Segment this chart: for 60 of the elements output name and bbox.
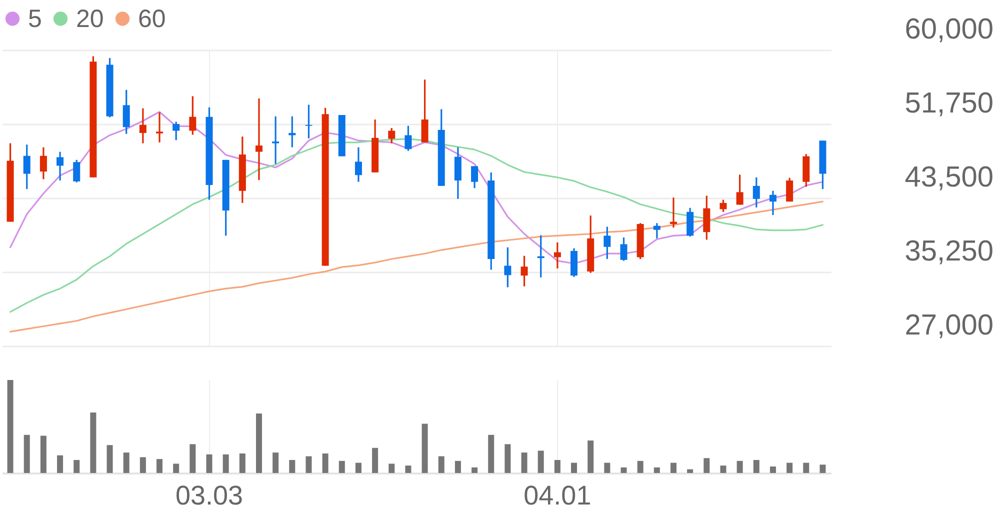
bar	[604, 462, 610, 473]
bar	[338, 460, 345, 473]
bar	[173, 464, 180, 473]
bar	[454, 460, 461, 473]
bar	[355, 462, 362, 473]
bar	[670, 462, 676, 473]
y-tick-label: 43,500	[904, 162, 994, 194]
bar	[753, 460, 760, 473]
bar	[222, 454, 229, 473]
bar	[803, 462, 810, 473]
bar	[289, 460, 296, 473]
bar	[388, 464, 395, 473]
bar	[24, 434, 30, 473]
bar	[687, 469, 694, 473]
bar	[588, 440, 594, 473]
bar	[123, 452, 130, 473]
bar	[239, 453, 246, 473]
x-tick-label: 03.03	[175, 480, 244, 510]
y-tick-label: 51,750	[904, 88, 994, 120]
bar	[206, 454, 212, 473]
bar	[74, 460, 80, 473]
bar	[504, 444, 511, 473]
bar	[820, 464, 826, 473]
bar	[637, 460, 644, 473]
bar	[654, 467, 660, 473]
legend-label: 60	[138, 4, 166, 33]
bar	[422, 424, 428, 473]
legend-label: 5	[28, 4, 42, 33]
bar	[786, 462, 793, 473]
bar	[571, 462, 578, 473]
bar	[438, 456, 444, 473]
legend-label: 20	[76, 4, 104, 33]
bar	[554, 460, 560, 473]
bar	[472, 467, 478, 473]
bar	[720, 466, 726, 473]
bar	[272, 452, 279, 473]
bar	[140, 457, 146, 473]
bar	[256, 413, 262, 473]
bar	[7, 380, 14, 473]
bar	[156, 459, 163, 473]
bar	[405, 466, 412, 473]
bar	[40, 436, 46, 473]
bar	[306, 456, 312, 473]
bar	[57, 455, 64, 473]
bar	[736, 460, 743, 473]
bar	[538, 450, 544, 473]
y-tick-label: 27,000	[904, 310, 994, 342]
bar	[322, 453, 328, 473]
y-tick-label: 35,250	[904, 236, 994, 268]
bar	[190, 444, 196, 473]
y-tick-label: 60,000	[904, 14, 994, 46]
x-tick-label: 04.01	[524, 480, 592, 510]
bar	[704, 458, 710, 473]
bar	[90, 412, 96, 473]
bar	[770, 466, 776, 473]
bar	[372, 448, 378, 473]
bar	[106, 445, 113, 473]
bar	[488, 434, 494, 473]
bar	[521, 452, 528, 473]
bar	[620, 467, 627, 473]
